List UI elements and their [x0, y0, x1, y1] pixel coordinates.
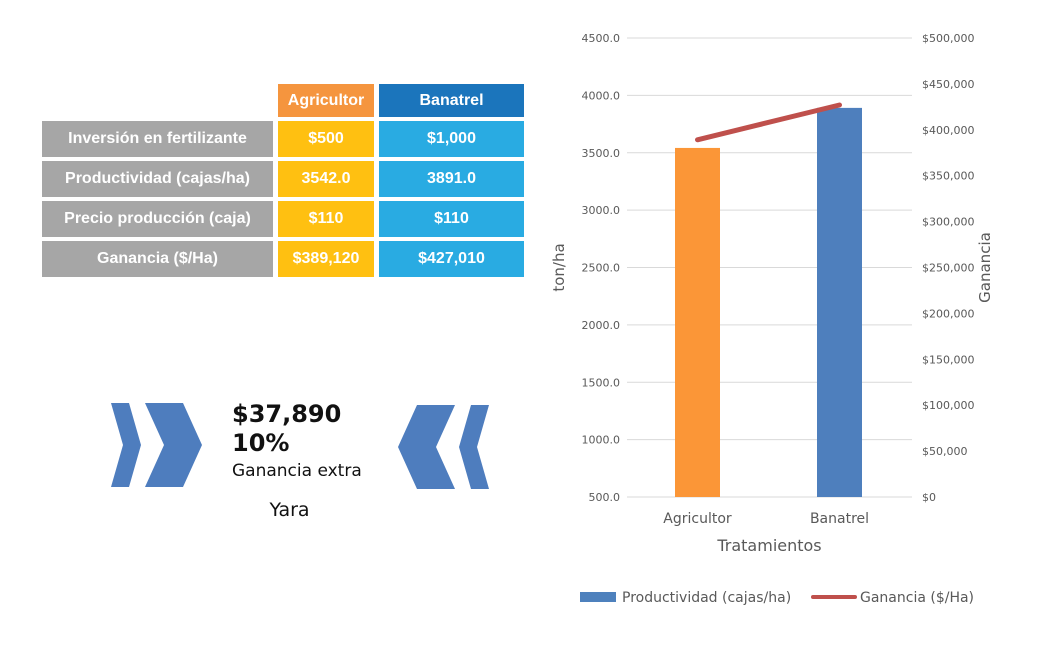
left-axis-tick: 2500.0	[582, 262, 621, 275]
cell-precio-banatrel: $110	[379, 201, 524, 237]
right-axis-title: Ganancia	[976, 232, 994, 303]
ganancia-line	[695, 102, 842, 143]
right-axis-tick: $350,000	[922, 170, 975, 183]
table-corner-cell	[42, 84, 273, 117]
left-axis-tick: 500.0	[589, 491, 621, 504]
left-axis-tick: 4500.0	[582, 32, 621, 45]
callout-text-block: $37,890 10% Ganancia extra Yara	[232, 399, 362, 521]
cell-inversion-banatrel: $1,000	[379, 121, 524, 157]
bar-agricultor	[675, 147, 720, 498]
callout-percent: 10%	[232, 429, 290, 457]
right-axis-tick: $0	[922, 491, 936, 504]
legend-bar-swatch	[580, 592, 616, 602]
left-axis-title: ton/ha	[550, 243, 568, 291]
right-axis-tick: $150,000	[922, 353, 975, 366]
comparison-table: Agricultor Banatrel Inversión en fertili…	[42, 84, 524, 277]
right-axis-tick: $50,000	[922, 445, 968, 458]
double-chevron-right-icon	[111, 403, 202, 487]
right-axis-tick: $400,000	[922, 124, 975, 137]
left-axis-tick: 4000.0	[582, 89, 621, 102]
row-label-productividad: Productividad (cajas/ha)	[42, 161, 273, 197]
cell-inversion-agricultor: $500	[278, 121, 374, 157]
combo-chart-svg: 4500.0 4000.0 3500.0 3000.0 2500.0 2000.0 1500…	[550, 32, 994, 606]
cell-productividad-agricultor: 3542.0	[278, 161, 374, 197]
callout-caption: Ganancia extra	[232, 461, 362, 481]
row-label-inversion: Inversión en fertilizante	[42, 121, 273, 157]
right-axis-tick: $250,000	[922, 262, 975, 275]
bar-banatrel	[817, 107, 862, 497]
left-axis-tick: 3500.0	[582, 147, 621, 160]
right-axis-tick: $100,000	[922, 399, 975, 412]
category-label-banatrel: Banatrel	[810, 511, 869, 527]
cell-precio-agricultor: $110	[278, 201, 374, 237]
table-header-banatrel: Banatrel	[379, 84, 524, 117]
right-axis-tick: $200,000	[922, 307, 975, 320]
row-label-ganancia: Ganancia ($/Ha)	[42, 241, 273, 277]
combo-chart: 4500.0 4000.0 3500.0 3000.0 2500.0 2000.0 1500…	[550, 0, 1059, 647]
left-axis-tick: 2000.0	[582, 319, 621, 332]
legend-label-ganancia: Ganancia ($/Ha)	[860, 590, 974, 606]
left-axis-tick: 3000.0	[582, 204, 621, 217]
row-label-precio: Precio producción (caja)	[42, 201, 273, 237]
left-axis-tick: 1500.0	[582, 376, 621, 389]
cell-productividad-banatrel: 3891.0	[379, 161, 524, 197]
callout-amount: $37,890	[232, 400, 342, 428]
right-axis-tick: $450,000	[922, 78, 975, 91]
right-axis-tick: $500,000	[922, 32, 975, 45]
left-axis-tick: 1000.0	[582, 434, 621, 447]
category-label-agricultor: Agricultor	[663, 511, 732, 527]
legend-label-productividad: Productividad (cajas/ha)	[622, 590, 791, 606]
x-axis-title: Tratamientos	[716, 536, 821, 555]
brand-name: Yara	[269, 499, 310, 521]
cell-ganancia-agricultor: $389,120	[278, 241, 374, 277]
right-axis-tick: $300,000	[922, 216, 975, 229]
double-chevron-left-icon	[398, 405, 489, 489]
cell-ganancia-banatrel: $427,010	[379, 241, 524, 277]
table-header-agricultor: Agricultor	[278, 84, 374, 117]
